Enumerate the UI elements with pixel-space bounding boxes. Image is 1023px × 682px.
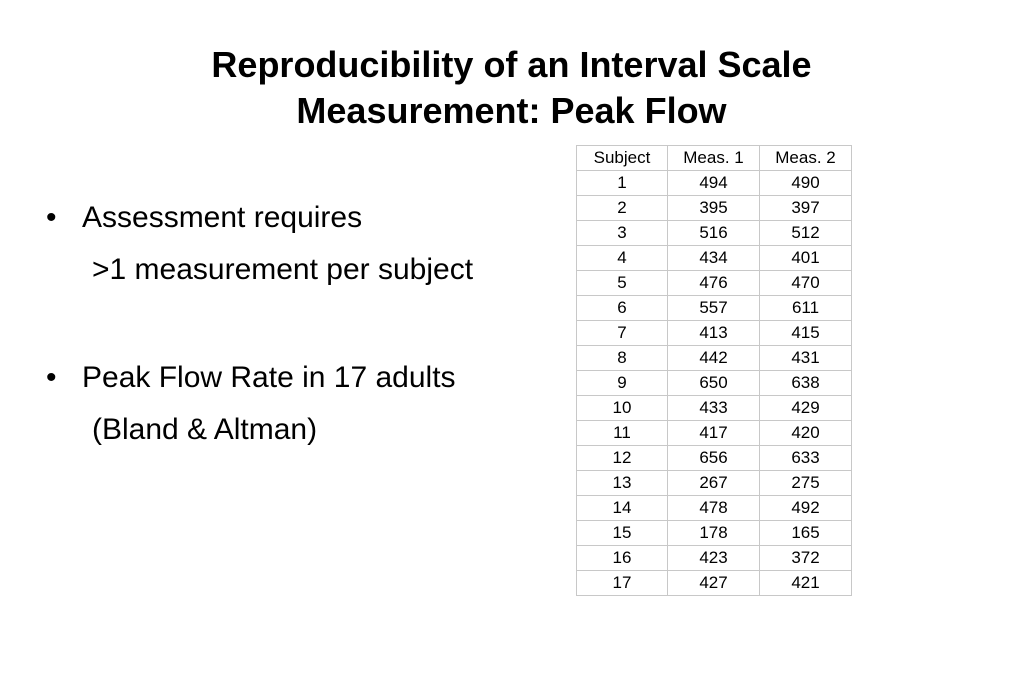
table-cell-meas-1: 434 bbox=[667, 245, 760, 271]
slide-title-line-1: Reproducibility of an Interval Scale bbox=[211, 44, 812, 85]
bullet-item-peak-flow: • Peak Flow Rate in 17 adults bbox=[46, 352, 566, 404]
table-cell-subject: 15 bbox=[576, 520, 668, 546]
bullet-list: • Assessment requires >1 measurement per… bbox=[46, 192, 566, 456]
bullet-subtext: >1 measurement per subject bbox=[92, 253, 474, 286]
table-cell-meas-1: 478 bbox=[667, 495, 760, 521]
table-row: 14 478 492 bbox=[576, 495, 852, 521]
table-cell-subject: 5 bbox=[576, 270, 668, 296]
table-row: 4 434 401 bbox=[576, 245, 852, 271]
table-cell-meas-2: 492 bbox=[759, 495, 852, 521]
table-cell-subject: 17 bbox=[576, 570, 668, 596]
peak-flow-table: Subject Meas. 1 Meas. 2 1 494 490 2 395 397 3 5… bbox=[576, 145, 852, 596]
table-row: 2 395 397 bbox=[576, 195, 852, 221]
slide-title-line-2: Measurement: Peak Flow bbox=[296, 90, 727, 131]
table-cell-meas-2: 165 bbox=[759, 520, 852, 546]
table-cell-meas-2: 490 bbox=[759, 170, 852, 196]
table-row: 12 656 633 bbox=[576, 445, 852, 471]
table-row: 5 476 470 bbox=[576, 270, 852, 296]
table-cell-meas-1: 427 bbox=[667, 570, 760, 596]
table-cell-meas-1: 476 bbox=[667, 270, 760, 296]
table-cell-subject: 9 bbox=[576, 370, 668, 396]
table-cell-subject: 16 bbox=[576, 545, 668, 571]
table-cell-meas-2: 429 bbox=[759, 395, 852, 421]
table-cell-meas-2: 512 bbox=[759, 220, 852, 246]
table-cell-subject: 11 bbox=[576, 420, 668, 446]
table-row: 7 413 415 bbox=[576, 320, 852, 346]
table-cell-subject: 12 bbox=[576, 445, 668, 471]
table-row: 15 178 165 bbox=[576, 520, 852, 546]
table-cell-subject: 13 bbox=[576, 470, 668, 496]
table-row: 6 557 611 bbox=[576, 295, 852, 321]
table-cell-meas-1: 656 bbox=[667, 445, 760, 471]
table-row: 11 417 420 bbox=[576, 420, 852, 446]
table-cell-meas-2: 275 bbox=[759, 470, 852, 496]
table-cell-meas-1: 650 bbox=[667, 370, 760, 396]
table-cell-subject: 8 bbox=[576, 345, 668, 371]
slide-title: Reproducibility of an Interval Scale Mea… bbox=[0, 42, 1023, 134]
table-row: 9 650 638 bbox=[576, 370, 852, 396]
table-header-meas-1: Meas. 1 bbox=[667, 145, 760, 171]
table-cell-meas-1: 413 bbox=[667, 320, 760, 346]
table-cell-meas-1: 442 bbox=[667, 345, 760, 371]
table-row: 17 427 421 bbox=[576, 570, 852, 596]
table-cell-meas-1: 423 bbox=[667, 545, 760, 571]
table-cell-meas-1: 395 bbox=[667, 195, 760, 221]
bullet-item-assessment: • Assessment requires bbox=[46, 192, 566, 244]
table-header-row: Subject Meas. 1 Meas. 2 bbox=[576, 145, 852, 171]
table-row: 13 267 275 bbox=[576, 470, 852, 496]
table-cell-meas-2: 638 bbox=[759, 370, 852, 396]
table-body: 1 494 490 2 395 397 3 516 512 4 434 401 5 476 470 6 557 6… bbox=[576, 170, 852, 596]
table-cell-subject: 3 bbox=[576, 220, 668, 246]
table-cell-meas-2: 401 bbox=[759, 245, 852, 271]
table-row: 8 442 431 bbox=[576, 345, 852, 371]
table-header-meas-2: Meas. 2 bbox=[759, 145, 852, 171]
table-cell-meas-2: 397 bbox=[759, 195, 852, 221]
table-cell-meas-1: 433 bbox=[667, 395, 760, 421]
table-cell-subject: 10 bbox=[576, 395, 668, 421]
table-cell-meas-1: 178 bbox=[667, 520, 760, 546]
table-cell-meas-1: 417 bbox=[667, 420, 760, 446]
bullet-spacer bbox=[46, 296, 566, 352]
table-cell-meas-2: 415 bbox=[759, 320, 852, 346]
table-cell-meas-2: 372 bbox=[759, 545, 852, 571]
table-cell-meas-2: 611 bbox=[759, 295, 852, 321]
bullet-text: Assessment requires bbox=[82, 201, 363, 234]
table-cell-meas-2: 633 bbox=[759, 445, 852, 471]
table-cell-subject: 7 bbox=[576, 320, 668, 346]
table-cell-meas-1: 557 bbox=[667, 295, 760, 321]
table-cell-subject: 6 bbox=[576, 295, 668, 321]
table-cell-meas-1: 516 bbox=[667, 220, 760, 246]
table-row: 1 494 490 bbox=[576, 170, 852, 196]
bullet-subtext: (Bland & Altman) bbox=[92, 413, 318, 446]
table-cell-subject: 4 bbox=[576, 245, 668, 271]
table-cell-subject: 14 bbox=[576, 495, 668, 521]
bullet-dot-icon: • bbox=[46, 201, 57, 234]
table-cell-subject: 1 bbox=[576, 170, 668, 196]
table-cell-meas-2: 421 bbox=[759, 570, 852, 596]
table-cell-subject: 2 bbox=[576, 195, 668, 221]
table-header-subject: Subject bbox=[576, 145, 668, 171]
table-cell-meas-2: 470 bbox=[759, 270, 852, 296]
table-row: 10 433 429 bbox=[576, 395, 852, 421]
table-cell-meas-2: 420 bbox=[759, 420, 852, 446]
table-row: 16 423 372 bbox=[576, 545, 852, 571]
bullet-dot-icon: • bbox=[46, 361, 57, 394]
table-cell-meas-1: 267 bbox=[667, 470, 760, 496]
bullet-text: Peak Flow Rate in 17 adults bbox=[82, 361, 456, 394]
table-cell-meas-1: 494 bbox=[667, 170, 760, 196]
table-row: 3 516 512 bbox=[576, 220, 852, 246]
table-cell-meas-2: 431 bbox=[759, 345, 852, 371]
